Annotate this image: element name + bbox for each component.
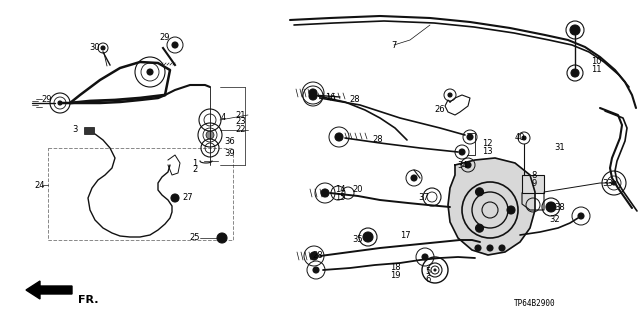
Circle shape <box>313 267 319 273</box>
Text: 31: 31 <box>555 144 565 152</box>
Circle shape <box>522 136 526 140</box>
Circle shape <box>434 269 436 271</box>
Circle shape <box>363 232 373 242</box>
Text: TP64B2900: TP64B2900 <box>514 299 556 308</box>
Circle shape <box>171 194 179 202</box>
Text: 27: 27 <box>182 194 193 203</box>
Circle shape <box>310 252 318 260</box>
Circle shape <box>571 69 579 77</box>
Text: 40: 40 <box>515 133 525 143</box>
Text: 30: 30 <box>90 43 100 53</box>
Text: 16: 16 <box>324 93 335 102</box>
Text: 13: 13 <box>482 146 492 155</box>
Text: 29: 29 <box>160 33 170 42</box>
Text: 28: 28 <box>313 250 323 259</box>
Text: 2: 2 <box>193 166 198 174</box>
Text: 6: 6 <box>426 275 431 284</box>
Text: 12: 12 <box>482 138 492 147</box>
Circle shape <box>172 42 178 48</box>
Circle shape <box>321 189 329 197</box>
Text: 35: 35 <box>353 235 364 244</box>
FancyBboxPatch shape <box>84 127 94 134</box>
Text: 18: 18 <box>390 263 400 272</box>
Text: 22: 22 <box>236 125 246 135</box>
Circle shape <box>476 188 483 196</box>
Circle shape <box>309 92 317 100</box>
Circle shape <box>217 233 227 243</box>
Circle shape <box>147 69 153 75</box>
Text: 5: 5 <box>426 268 431 277</box>
Text: 8: 8 <box>531 170 537 180</box>
Text: 11: 11 <box>591 65 601 75</box>
Text: 19: 19 <box>390 271 400 280</box>
Text: 15: 15 <box>335 194 345 203</box>
Text: 17: 17 <box>400 231 410 240</box>
Circle shape <box>459 149 465 155</box>
Text: 24: 24 <box>35 181 45 189</box>
Text: 28: 28 <box>372 136 383 145</box>
Circle shape <box>467 134 473 140</box>
FancyBboxPatch shape <box>522 175 544 193</box>
Circle shape <box>546 202 556 212</box>
Text: 1: 1 <box>193 159 198 167</box>
Text: 32: 32 <box>550 216 560 225</box>
Circle shape <box>309 89 317 97</box>
Text: 39: 39 <box>225 149 236 158</box>
Text: 25: 25 <box>189 234 200 242</box>
Text: 7: 7 <box>391 41 397 49</box>
Circle shape <box>422 254 428 260</box>
Circle shape <box>570 25 580 35</box>
Text: 34: 34 <box>458 160 468 169</box>
Circle shape <box>499 245 505 251</box>
Text: 14: 14 <box>335 186 345 195</box>
Text: 36: 36 <box>225 137 236 146</box>
Text: 4: 4 <box>220 114 226 122</box>
Circle shape <box>476 224 483 232</box>
Circle shape <box>101 46 105 50</box>
Text: 21: 21 <box>236 110 246 120</box>
Text: 20: 20 <box>353 186 364 195</box>
Circle shape <box>487 245 493 251</box>
Text: 33: 33 <box>603 179 613 188</box>
Circle shape <box>58 101 62 105</box>
Circle shape <box>335 133 343 141</box>
Text: FR.: FR. <box>78 295 99 305</box>
Text: 38: 38 <box>555 203 565 211</box>
Circle shape <box>507 206 515 214</box>
Circle shape <box>411 175 417 181</box>
Text: 10: 10 <box>591 57 601 66</box>
Polygon shape <box>448 158 535 255</box>
Text: 26: 26 <box>435 106 445 115</box>
Text: 3: 3 <box>72 125 77 135</box>
Circle shape <box>448 93 452 97</box>
Text: 29: 29 <box>42 95 52 105</box>
Text: 9: 9 <box>531 179 536 188</box>
FancyArrow shape <box>26 281 72 299</box>
Text: 23: 23 <box>236 117 246 127</box>
Circle shape <box>465 162 471 168</box>
Circle shape <box>475 245 481 251</box>
Circle shape <box>206 131 214 139</box>
Circle shape <box>578 213 584 219</box>
Text: 28: 28 <box>349 95 360 105</box>
Circle shape <box>612 181 616 185</box>
Text: 37: 37 <box>419 192 429 202</box>
